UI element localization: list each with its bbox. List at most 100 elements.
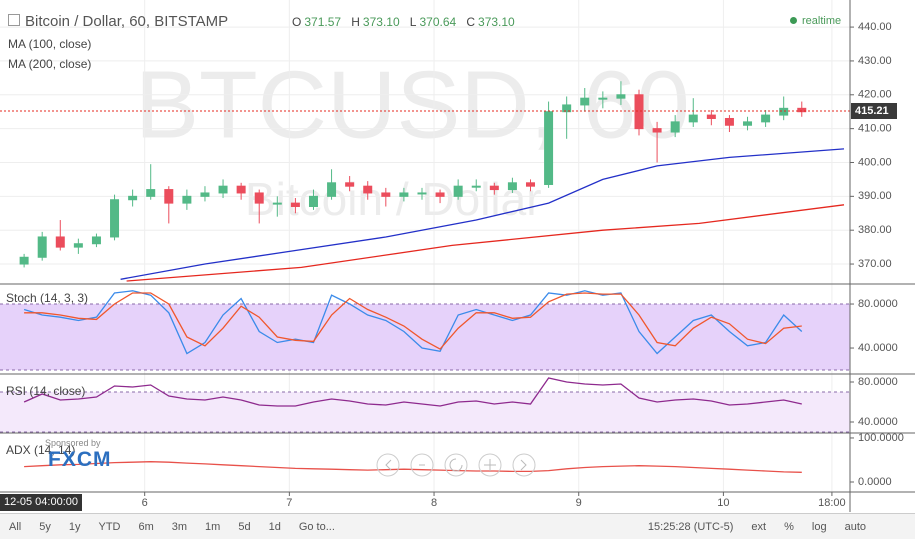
indicator-title: Stoch (14, 3, 3) (6, 291, 89, 305)
range-button[interactable]: 1d (268, 521, 281, 533)
range-button[interactable]: 1y (68, 521, 81, 533)
symbol-title: Bitcoin / Dollar, 60, BITSTAMP (25, 13, 228, 30)
candle-body (525, 182, 535, 187)
candle-body (652, 128, 662, 133)
y-tick-label: 380.00 (858, 224, 892, 236)
x-tick-label: 7 (286, 497, 292, 509)
range-button[interactable]: Go to... (298, 521, 335, 533)
range-button[interactable]: 5y (39, 521, 51, 533)
series-line (24, 461, 802, 473)
candle-body (489, 185, 499, 191)
last-price-tag (851, 102, 897, 119)
candle-body (381, 192, 391, 197)
candle-body (272, 202, 282, 205)
ohlc-value: 373.10 (478, 15, 515, 29)
candle-body (724, 117, 734, 126)
symbol-header: Bitcoin / Dollar, 60, BITSTAMP O 371.57 H… (8, 13, 521, 30)
option-button[interactable]: log (811, 521, 827, 533)
candle-body (435, 192, 445, 197)
x-tick-label: 6 (142, 497, 148, 509)
candle-body (363, 185, 373, 194)
series-line (24, 292, 802, 350)
candle-body (616, 94, 626, 99)
range-button[interactable]: All (9, 521, 22, 533)
option-button[interactable]: % (784, 521, 794, 533)
ohlc-letter: O (292, 15, 302, 29)
candle-body (779, 107, 789, 116)
y-tick-label: 80.0000 (858, 298, 898, 310)
candle-body (706, 114, 716, 119)
range-button[interactable]: 6m (138, 521, 154, 533)
candle-body (146, 189, 156, 197)
candle-body (308, 195, 318, 207)
series-line (120, 148, 845, 280)
ohlc-letter: L (409, 15, 417, 29)
series-line (23, 290, 803, 355)
candle-body (55, 236, 65, 248)
candle-body (73, 243, 83, 248)
candle-body (128, 195, 138, 201)
y-tick-label: 420.00 (858, 89, 892, 101)
x-tick-label: 18:00 (818, 497, 846, 509)
indicator-band (0, 392, 850, 432)
ohlc-value: 371.57 (304, 15, 342, 29)
candle-body (91, 236, 101, 245)
legend-entry: MA (100, close) (8, 37, 92, 51)
candle-body (327, 182, 337, 197)
x-tick-label: 8 (431, 497, 437, 509)
candle-body (182, 195, 192, 204)
candle-body (761, 114, 771, 123)
legend-entry: MA (200, close) (8, 57, 92, 71)
y-tick-label: 390.00 (858, 190, 892, 202)
candle-body (507, 182, 517, 191)
candle-body (598, 97, 608, 100)
candle-body (634, 94, 644, 130)
watermark-symbol: BTCUSD, 60 (135, 51, 690, 158)
option-button[interactable]: auto (844, 521, 866, 533)
candle-body (580, 97, 590, 106)
range-button[interactable]: 1m (205, 521, 221, 533)
candle-body (345, 182, 355, 187)
ohlc-letter: H (351, 15, 360, 29)
y-tick-label: 370.00 (858, 258, 892, 270)
candle-body (544, 111, 554, 185)
option-button[interactable]: ext (751, 521, 767, 533)
indicator-band (0, 304, 850, 371)
y-tick-label: 430.00 (858, 55, 892, 67)
candle-body (670, 121, 680, 133)
range-button[interactable]: 3m (171, 521, 188, 533)
series-line (126, 204, 845, 282)
ohlc-letter: C (466, 15, 476, 29)
candle-body (254, 192, 264, 204)
y-tick-label: 80.0000 (858, 376, 898, 388)
ohlc: O 371.57 H 373.10 L 370.64 C 373.10 (292, 13, 521, 30)
y-tick-label: 40.0000 (858, 342, 898, 354)
y-tick-label: 0.0000 (858, 476, 892, 488)
candle-body (290, 202, 300, 207)
candle-body (471, 185, 481, 188)
candle-body (19, 256, 29, 265)
y-tick-label: 400.00 (858, 156, 892, 168)
range-button[interactable]: 5d (238, 521, 251, 533)
candle-body (399, 192, 409, 197)
x-tick-label: 9 (576, 497, 582, 509)
sponsor-logo[interactable]: FXCM (48, 448, 112, 471)
range-button[interactable]: YTD (98, 521, 121, 533)
plot-layer: 6 7 8 9 10 18:00 370.00 380.00 390.00 400.00 410.0… (0, 0, 904, 509)
candle-body (743, 121, 753, 126)
ohlc-value: 370.64 (419, 15, 457, 29)
candle-body (110, 199, 120, 238)
candle-body (562, 104, 572, 113)
y-tick-label: 440.00 (858, 21, 892, 33)
y-tick-label: 410.00 (858, 123, 892, 135)
candle-body (453, 185, 463, 197)
clock[interactable]: 15:25:28 (UTC-5) (647, 521, 734, 533)
collapse-icon[interactable] (8, 14, 20, 26)
x-tick-label: 10 (717, 497, 729, 509)
bottom-toolbar: All 5y 1y YTD 6m 3m 1m 5d 1d Go to... 15:25:28 (UT… (0, 513, 915, 539)
sponsor-caption: Sponsored by (45, 438, 101, 448)
last-price-label: 415.21 (855, 105, 889, 117)
realtime-status: realtime (790, 15, 841, 27)
